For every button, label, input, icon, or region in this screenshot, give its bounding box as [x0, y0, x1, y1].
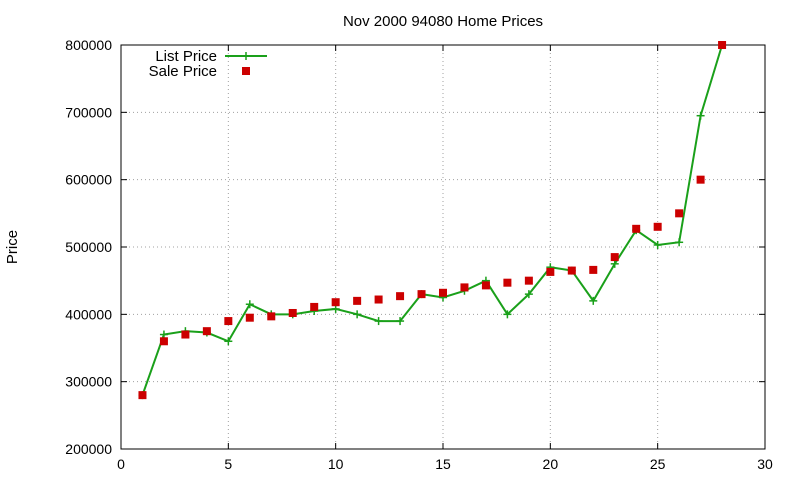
list-price-point — [331, 304, 340, 313]
sale-price-point — [503, 278, 512, 287]
sale-price-point — [718, 41, 727, 49]
y-axis-label: Price — [4, 230, 21, 264]
sale-price-point — [524, 276, 533, 285]
legend-marker-list-price — [242, 52, 250, 60]
sale-price-point — [632, 224, 641, 233]
sale-price-point — [396, 292, 405, 301]
y-tick-label: 500000 — [65, 239, 112, 255]
y-tick-label: 300000 — [65, 374, 112, 390]
sale-price-point — [310, 302, 319, 311]
x-tick-label: 15 — [435, 456, 451, 472]
y-tick-label: 400000 — [65, 306, 112, 322]
y-tick-label: 200000 — [65, 441, 112, 457]
y-tick-label: 800000 — [65, 37, 112, 53]
x-tick-label: 5 — [224, 456, 232, 472]
sale-price-point — [374, 295, 383, 304]
sale-price-point — [460, 283, 469, 292]
list-price-point — [159, 330, 168, 339]
sale-price-point — [417, 290, 426, 299]
list-price-point — [396, 317, 405, 326]
y-tick-label: 600000 — [65, 172, 112, 188]
series-1 — [138, 41, 727, 400]
series — [138, 41, 727, 400]
sale-price-point — [245, 313, 254, 322]
sale-price-point — [653, 222, 662, 231]
list-price-point — [524, 290, 533, 299]
x-tick-label: 10 — [328, 456, 344, 472]
list-price-point — [374, 317, 383, 326]
sale-price-point — [181, 330, 190, 339]
list-price-point — [353, 310, 362, 319]
sale-price-point — [138, 391, 147, 400]
sale-price-point — [567, 266, 576, 275]
list-price-point — [245, 300, 254, 309]
sale-price-point — [696, 175, 705, 184]
x-tick-label: 0 — [117, 456, 125, 472]
sale-price-point — [589, 265, 598, 274]
axis-ticks: 0 5 10 15 20 25 30 200000 300000 400000 500000 6000… — [65, 37, 773, 472]
sale-price-point — [610, 253, 619, 262]
series-0 — [138, 41, 727, 400]
sale-price-point — [267, 312, 276, 321]
grid — [121, 45, 765, 449]
sale-price-point — [331, 298, 340, 307]
legend-marker-sale-price — [242, 67, 250, 75]
x-tick-label: 20 — [543, 456, 559, 472]
list-price-point — [589, 296, 598, 305]
sale-price-point — [159, 337, 168, 346]
list-price-point — [503, 310, 512, 319]
x-tick-label: 25 — [650, 456, 666, 472]
sale-price-point — [546, 267, 555, 276]
sale-price-point — [481, 281, 490, 290]
list-price-point — [675, 238, 684, 247]
legend-label-sale-price: Sale Price — [149, 63, 217, 80]
legend-label-list-price: List Price — [155, 48, 217, 65]
sale-price-point — [202, 327, 211, 336]
x-tick-label: 30 — [757, 456, 773, 472]
sale-price-point — [675, 209, 684, 218]
chart-title: Nov 2000 94080 Home Prices — [343, 13, 543, 30]
sale-price-point — [224, 317, 233, 326]
list-price-point — [224, 337, 233, 346]
list-price-point — [696, 111, 705, 120]
list-price-point — [653, 240, 662, 249]
y-tick-label: 700000 — [65, 104, 112, 120]
list-price-line — [141, 44, 724, 396]
sale-price-point — [439, 288, 447, 297]
legend: List Price Sale Price — [149, 48, 267, 80]
sale-price-point — [353, 296, 362, 305]
sale-price-point — [288, 308, 297, 317]
list-price-point — [610, 259, 619, 268]
